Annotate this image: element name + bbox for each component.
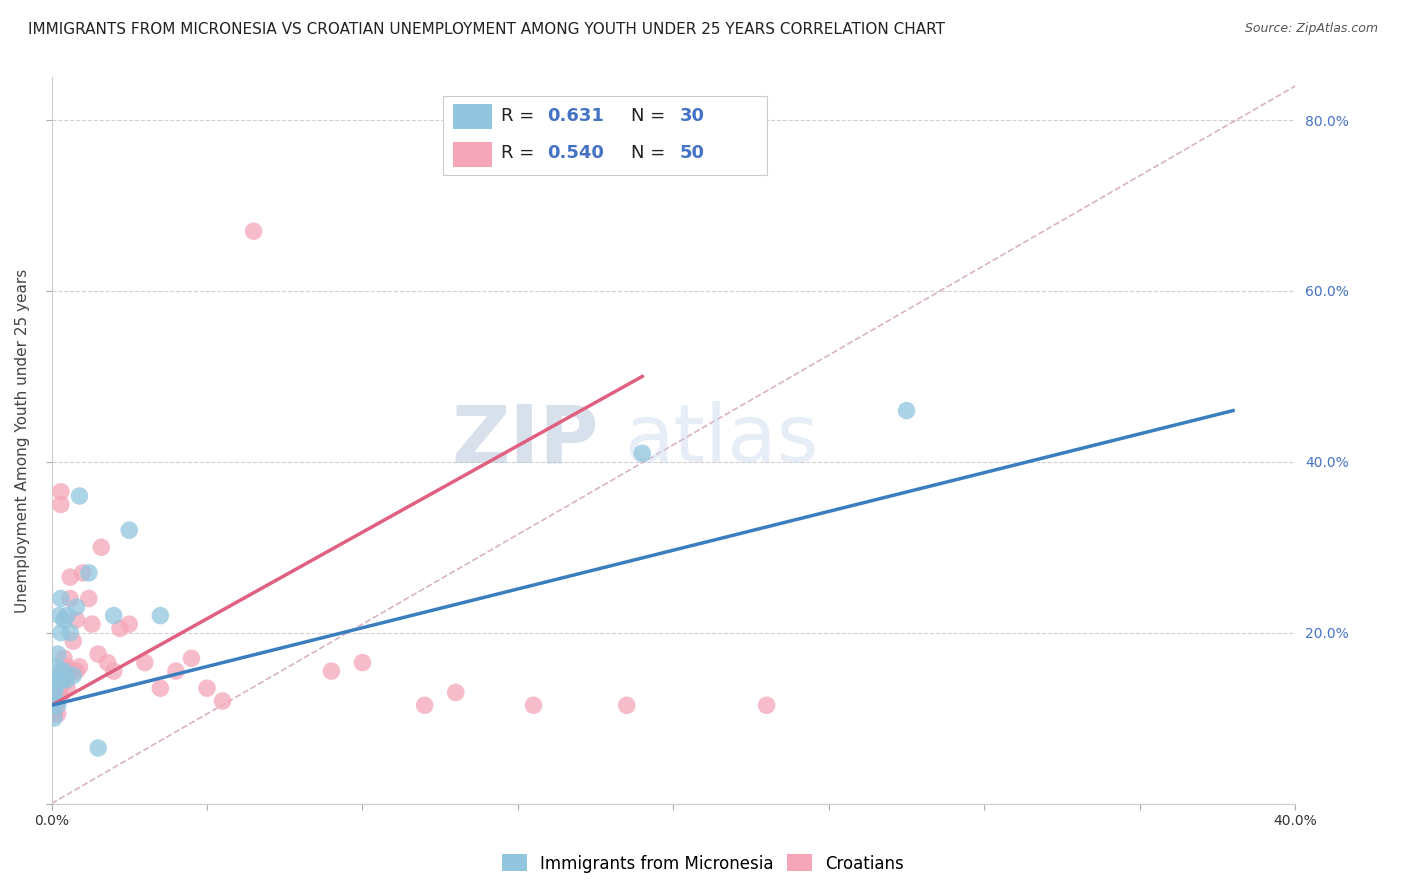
Point	[45, 673, 67, 687]
Point	[46, 673, 69, 687]
Point	[77, 591, 100, 606]
Point	[42, 711, 65, 725]
Point	[56, 660, 79, 674]
Point	[48, 608, 70, 623]
Point	[211, 694, 233, 708]
Point	[42, 694, 65, 708]
Point	[896, 403, 918, 417]
Point	[87, 647, 110, 661]
Point	[103, 664, 125, 678]
Point	[631, 446, 654, 460]
Point	[90, 541, 112, 555]
Point	[45, 698, 67, 713]
Point	[134, 656, 156, 670]
Point	[59, 570, 82, 584]
Point	[755, 698, 778, 713]
Point	[118, 523, 141, 537]
Point	[46, 706, 69, 721]
Point	[62, 664, 84, 678]
Text: ZIP: ZIP	[451, 401, 599, 480]
Point	[69, 489, 91, 503]
Point	[48, 673, 70, 687]
Point	[56, 608, 79, 623]
Point	[59, 591, 82, 606]
Point	[52, 673, 75, 687]
Text: atlas: atlas	[624, 401, 818, 480]
Point	[444, 685, 467, 699]
Point	[242, 224, 264, 238]
Point	[42, 698, 65, 713]
Text: IMMIGRANTS FROM MICRONESIA VS CROATIAN UNEMPLOYMENT AMONG YOUTH UNDER 25 YEARS C: IMMIGRANTS FROM MICRONESIA VS CROATIAN U…	[28, 22, 945, 37]
Point	[51, 677, 73, 691]
Point	[44, 694, 66, 708]
Point	[49, 498, 72, 512]
Point	[48, 681, 70, 696]
Point	[41, 698, 63, 713]
Point	[149, 681, 172, 696]
Point	[522, 698, 544, 713]
Point	[165, 664, 187, 678]
Point	[44, 694, 66, 708]
Point	[49, 690, 72, 704]
Point	[180, 651, 202, 665]
Point	[52, 651, 75, 665]
Point	[44, 706, 66, 721]
Point	[80, 617, 103, 632]
Point	[321, 664, 343, 678]
Point	[65, 664, 87, 678]
Point	[65, 613, 87, 627]
Point	[118, 617, 141, 632]
Point	[49, 625, 72, 640]
Point	[352, 656, 374, 670]
Point	[44, 685, 66, 699]
Point	[59, 625, 82, 640]
Point	[56, 673, 79, 687]
Point	[149, 608, 172, 623]
Point	[45, 660, 67, 674]
Legend: Immigrants from Micronesia, Croatians: Immigrants from Micronesia, Croatians	[495, 847, 911, 880]
Point	[108, 621, 131, 635]
Point	[56, 681, 79, 696]
Point	[195, 681, 218, 696]
Point	[69, 660, 91, 674]
Point	[87, 741, 110, 756]
Point	[72, 566, 94, 580]
Point	[49, 664, 72, 678]
Point	[42, 706, 65, 721]
Point	[49, 484, 72, 499]
Point	[46, 677, 69, 691]
Point	[52, 613, 75, 627]
Point	[44, 685, 66, 699]
Point	[65, 600, 87, 615]
Y-axis label: Unemployment Among Youth under 25 years: Unemployment Among Youth under 25 years	[15, 268, 30, 613]
Point	[616, 698, 638, 713]
Point	[46, 698, 69, 713]
Point	[77, 566, 100, 580]
Point	[62, 668, 84, 682]
Point	[45, 673, 67, 687]
Point	[413, 698, 436, 713]
Text: Source: ZipAtlas.com: Source: ZipAtlas.com	[1244, 22, 1378, 36]
Point	[52, 664, 75, 678]
Point	[46, 685, 69, 699]
Point	[46, 647, 69, 661]
Point	[49, 591, 72, 606]
Point	[103, 608, 125, 623]
Point	[62, 634, 84, 648]
Point	[96, 656, 118, 670]
Point	[51, 673, 73, 687]
